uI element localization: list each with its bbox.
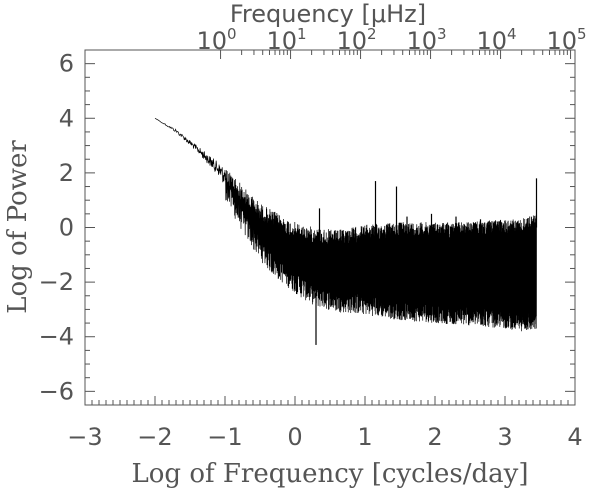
- y-tick-label: 2: [59, 159, 74, 187]
- x2-tick-label: 105: [547, 25, 587, 55]
- x-tick-labels: −3 −2 −1 0 1 2 3 4: [67, 423, 582, 451]
- x2-tick-labels: 100 101 102 103 104 105: [197, 25, 587, 55]
- spectrum-dense-band: [253, 212, 537, 304]
- series-layer: [154, 117, 538, 345]
- y-tick-label: −2: [39, 268, 74, 296]
- x-tick-label: 2: [427, 423, 442, 451]
- x-tick-label: −1: [207, 423, 242, 451]
- x2-tick-label: 102: [337, 25, 377, 55]
- x-tick-label: −3: [67, 423, 102, 451]
- x2-tick-label: 101: [267, 25, 307, 55]
- y-tick-label: −4: [39, 323, 74, 351]
- x2-tick-label: 103: [407, 25, 447, 55]
- x-tick-label: 1: [357, 423, 372, 451]
- y-tick-label: 4: [59, 104, 74, 132]
- x-tick-label: 3: [497, 423, 512, 451]
- top-axis-title: Frequency [μHz]: [230, 0, 426, 28]
- y-axis-title: Log of Power: [3, 140, 33, 314]
- y-tick-label: 0: [59, 214, 74, 242]
- x-tick-label: −2: [137, 423, 172, 451]
- x-tick-label: 4: [567, 423, 582, 451]
- y-tick-labels: −6 −4 −2 0 2 4 6: [39, 50, 74, 406]
- x-tick-label: 0: [287, 423, 302, 451]
- y-tick-label: 6: [59, 50, 74, 78]
- x2-tick-label: 104: [477, 25, 517, 55]
- x-axis-title: Log of Frequency [cycles/day]: [132, 459, 529, 489]
- y-tick-label: −6: [39, 377, 74, 405]
- minor-ticks: [84, 50, 576, 405]
- spectrum-line: [154, 117, 537, 332]
- x2-tick-label: 100: [197, 25, 237, 55]
